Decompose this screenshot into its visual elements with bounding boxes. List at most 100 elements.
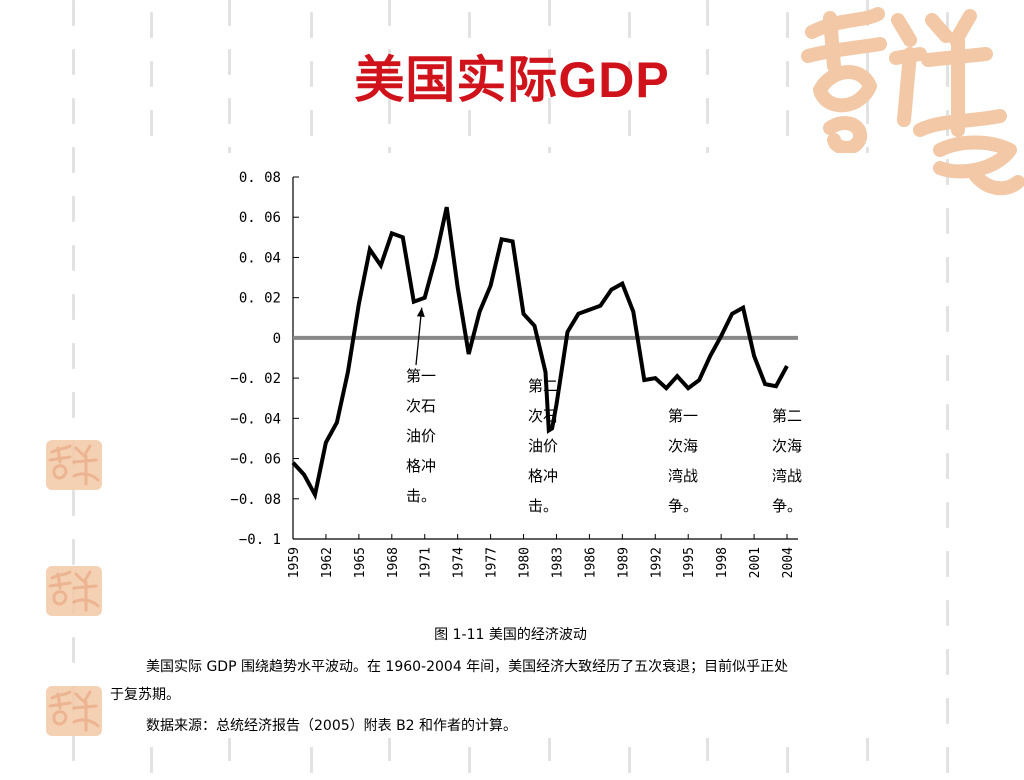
annotation-label-2: 第二	[528, 377, 558, 395]
annotation-arrow-head	[416, 307, 425, 318]
background-dash	[150, 61, 153, 87]
background-dash	[72, 196, 75, 222]
background-dash	[548, 0, 551, 26]
x-tick-label: 1971	[419, 547, 434, 578]
background-dash	[228, 98, 231, 124]
background-dash	[946, 355, 949, 381]
background-dash	[310, 61, 313, 87]
x-tick-label: 1965	[353, 547, 368, 578]
x-tick-label: 1992	[649, 547, 664, 578]
x-tick-label: 1959	[287, 547, 302, 578]
annotation-label-4: 争。	[772, 497, 802, 515]
annotation-label-1: 油价	[406, 427, 436, 445]
background-dash	[706, 0, 709, 26]
background-dash	[628, 61, 631, 87]
background-dash	[468, 747, 471, 773]
background-dash	[946, 208, 949, 234]
y-tick-label: −0. 08	[230, 492, 281, 508]
background-dash	[946, 257, 949, 283]
x-tick-label: 1980	[518, 547, 533, 578]
background-dash	[946, 502, 949, 528]
background-dash	[946, 747, 949, 773]
figure-caption: 图 1-11 美国的经济波动	[434, 627, 587, 643]
y-tick-label: −0. 06	[230, 452, 281, 468]
y-tick-label: 0. 06	[239, 210, 281, 226]
background-dash	[72, 637, 75, 663]
annotation-label-2: 击。	[528, 497, 558, 515]
x-tick-label: 2004	[781, 547, 796, 578]
background-dash	[468, 110, 471, 136]
background-dash	[946, 600, 949, 626]
background-dash	[388, 0, 391, 26]
background-dash	[946, 453, 949, 479]
annotation-label-1: 次石	[406, 397, 436, 415]
x-tick-label: 1977	[485, 547, 500, 578]
annotation-label-1: 格冲	[406, 457, 436, 475]
gdp-line-chart: 0. 08 0. 06 0. 04 0. 02 0 −0. 02 −0. 04 −0. 06 −…	[230, 170, 802, 578]
slide-title-cn: 美国实际	[354, 50, 559, 109]
background-dash	[72, 0, 75, 26]
background-dash	[388, 98, 391, 124]
background-dash	[388, 49, 391, 75]
y-tick-label: −0. 04	[230, 411, 281, 427]
background-dash	[72, 49, 75, 75]
x-tick-label: 1998	[715, 547, 730, 578]
annotation-label-3: 次海	[668, 437, 698, 455]
annotation-arrow-line	[415, 307, 423, 366]
background-dash	[786, 747, 789, 773]
y-tick-label: −0. 02	[230, 371, 281, 387]
figure-note-line1: 美国实际 GDP 围绕趋势水平波动。在 1960-2004 年间，美国经济大致经…	[146, 659, 789, 675]
background-dash	[946, 551, 949, 577]
annotation-label-3: 争。	[668, 497, 698, 515]
annotation-label-2: 油价	[528, 437, 558, 455]
slide-title-latin: GDP	[558, 52, 670, 108]
background-dash	[946, 306, 949, 332]
x-tick-label: 1986	[583, 547, 598, 578]
background-dash	[72, 294, 75, 320]
x-tick-label: 1995	[682, 547, 697, 578]
annotation-label-2: 次石	[528, 407, 558, 425]
background-dash	[72, 98, 75, 124]
x-tick-label: 1968	[386, 547, 401, 578]
background-dash	[866, 735, 869, 761]
slide-title: 美国实际GDP	[0, 40, 1024, 112]
background-dash	[72, 147, 75, 173]
y-tick-label: 0. 04	[239, 250, 281, 266]
background-dash	[228, 49, 231, 75]
background-dash	[946, 698, 949, 724]
y-tick-label: 0	[273, 331, 281, 347]
annotation-label-4: 第二	[772, 407, 802, 425]
seal-decoration-2	[46, 566, 102, 616]
x-tick-label: 1974	[452, 547, 467, 578]
background-dash	[628, 12, 631, 38]
seal-decoration-1	[46, 440, 102, 490]
background-dash	[786, 61, 789, 87]
x-tick-label: 2001	[748, 547, 763, 578]
annotation-label-1: 第一	[406, 367, 436, 385]
seal-decoration-3	[46, 686, 102, 736]
figure-note-line2: 于复苏期。	[110, 687, 180, 703]
background-dash	[72, 735, 75, 761]
background-dash	[548, 49, 551, 75]
background-dash	[866, 98, 869, 124]
annotation-label-3: 湾战	[668, 467, 698, 485]
background-dash	[946, 649, 949, 675]
background-dash	[628, 110, 631, 136]
background-dash	[946, 61, 949, 87]
background-dash	[786, 110, 789, 136]
background-dash	[72, 490, 75, 516]
y-tick-label: −0. 1	[239, 532, 281, 548]
annotation-label-3: 第一	[668, 407, 698, 425]
calligraphy-logo	[801, 7, 1024, 196]
y-tick-label: 0. 08	[239, 170, 281, 186]
figure-source: 数据来源：总统经济报告（2005）附表 B2 和作者的计算。	[146, 718, 518, 734]
background-dash	[72, 392, 75, 418]
background-dash	[946, 12, 949, 38]
annotation-label-2: 格冲	[528, 467, 558, 485]
x-tick-label: 1983	[550, 547, 565, 578]
background-dash	[548, 735, 551, 761]
background-dash	[72, 539, 75, 565]
background-dash	[310, 747, 313, 773]
background-dash	[706, 98, 709, 124]
background-dash	[72, 343, 75, 369]
